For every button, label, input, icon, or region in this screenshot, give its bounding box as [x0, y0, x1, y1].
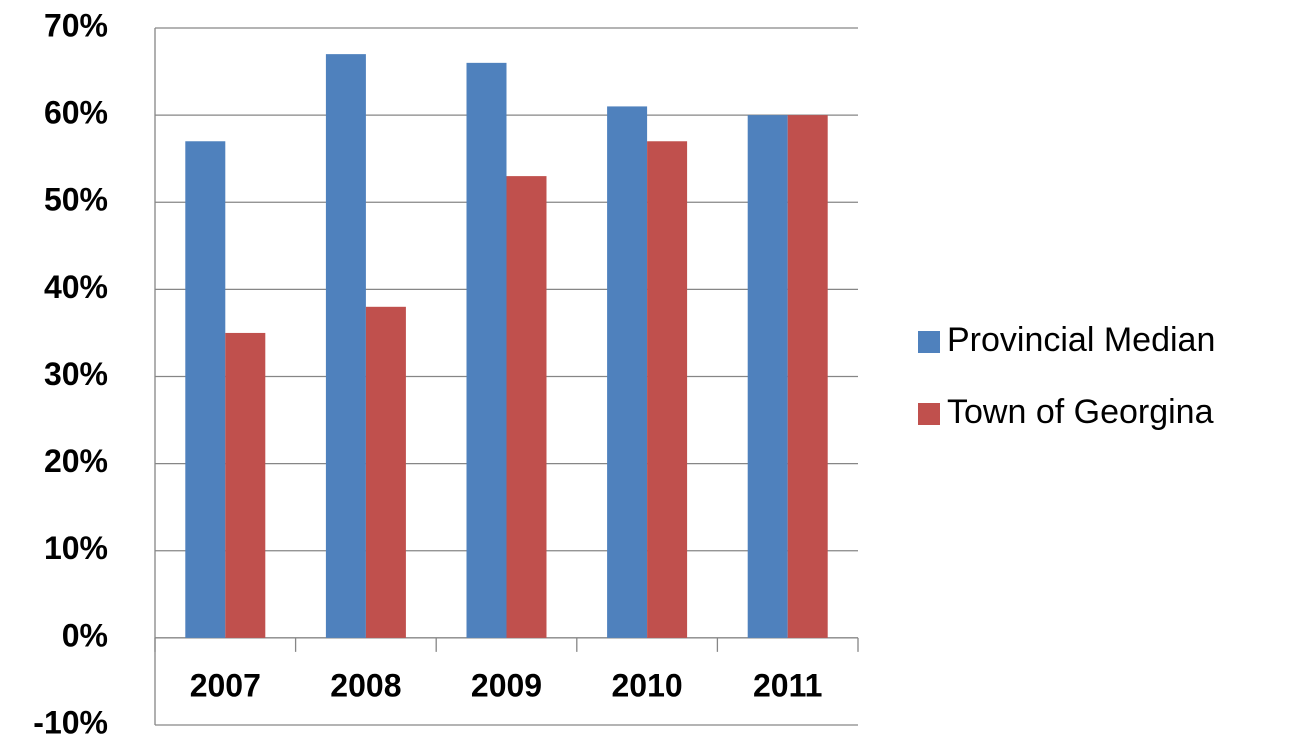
bar	[747, 115, 788, 638]
x-tick-label: 2010	[612, 667, 683, 703]
bar	[225, 332, 266, 638]
y-tick-label: 10%	[44, 530, 108, 566]
y-tick-label: 70%	[44, 7, 108, 43]
bar	[787, 115, 828, 638]
legend-swatch	[918, 403, 940, 425]
legend-label: Provincial Median	[947, 321, 1215, 359]
bar	[466, 62, 507, 638]
legend-label: Town of Georgina	[947, 393, 1214, 431]
x-tick-label: 2009	[471, 667, 542, 703]
y-tick-label: 20%	[44, 443, 108, 479]
x-tick-label: 2008	[330, 667, 401, 703]
y-tick-label: 50%	[44, 182, 108, 218]
x-tick-label: 2011	[753, 667, 822, 703]
bar	[506, 176, 547, 638]
legend-swatch	[918, 331, 940, 353]
y-tick-label: 0%	[62, 617, 108, 653]
x-tick-label: 2007	[190, 667, 261, 703]
bar	[607, 106, 648, 638]
y-tick-label: 60%	[44, 95, 108, 131]
bar	[647, 141, 688, 638]
bar	[185, 141, 226, 638]
y-tick-label: -10%	[33, 704, 108, 740]
y-tick-label: 30%	[44, 356, 108, 392]
y-tick-label: 40%	[44, 269, 108, 305]
bar	[325, 54, 366, 638]
bar	[365, 306, 406, 638]
